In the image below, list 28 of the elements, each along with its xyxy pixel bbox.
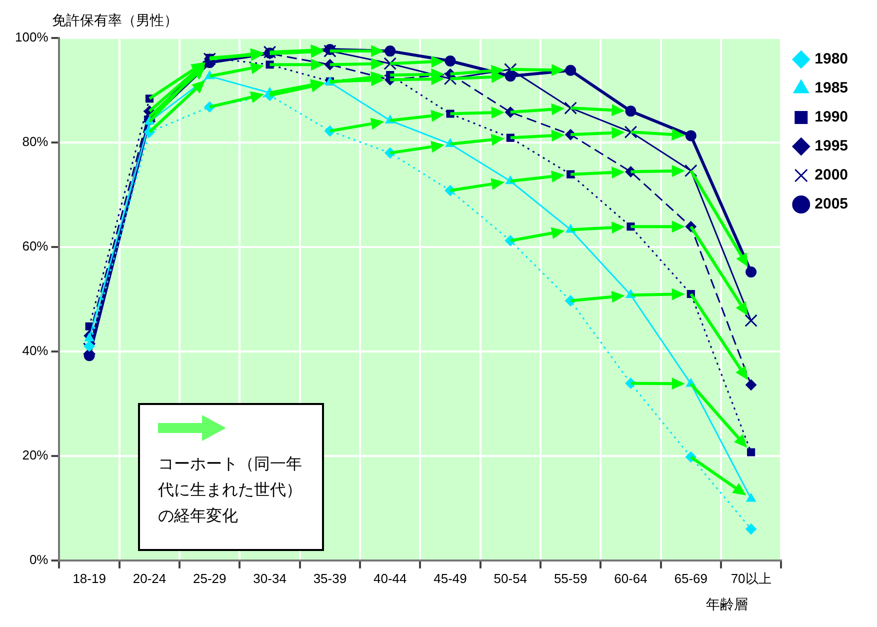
y-tick-label: 0% bbox=[29, 552, 49, 567]
x-tick-label: 65-69 bbox=[674, 570, 708, 586]
x-tick-label: 50-54 bbox=[494, 570, 528, 586]
x-tick-label: 45-49 bbox=[434, 570, 467, 586]
x-tick-label: 20-24 bbox=[132, 570, 166, 586]
y-axis-title: 免許保有率（男性） bbox=[52, 12, 178, 30]
x-tick-label: 60-64 bbox=[614, 570, 648, 586]
note-box: コーホート（同一年代に生まれた世代）の経年変化 bbox=[138, 403, 324, 551]
x-tick-label: 30-34 bbox=[253, 570, 286, 586]
legend-label: 1995 bbox=[814, 138, 848, 155]
x-tick-label: 35-39 bbox=[313, 570, 347, 586]
y-tick-label: 60% bbox=[22, 238, 49, 254]
legend-label: 1985 bbox=[814, 80, 848, 97]
legend-label: 1980 bbox=[814, 50, 848, 68]
x-tick-label: 18-19 bbox=[72, 570, 106, 586]
legend-label: 1990 bbox=[814, 108, 848, 126]
y-tick-label: 80% bbox=[22, 134, 49, 150]
legend-label: 2005 bbox=[814, 196, 848, 213]
x-tick-label: 55-59 bbox=[554, 570, 588, 586]
x-tick-label: 25-29 bbox=[193, 570, 226, 586]
x-tick-label: 40-44 bbox=[373, 570, 407, 586]
annotation: コーホート（同一年代に生まれた世代）の経年変化 bbox=[158, 453, 303, 527]
y-tick-label: 100% bbox=[15, 30, 49, 45]
legend-label: 2000 bbox=[814, 166, 848, 184]
y-tick-label: 40% bbox=[22, 343, 49, 358]
x-tick-label: 70以上 bbox=[730, 570, 772, 586]
x-axis-title: 年齢層 bbox=[706, 596, 748, 614]
y-tick-label: 20% bbox=[22, 448, 49, 462]
